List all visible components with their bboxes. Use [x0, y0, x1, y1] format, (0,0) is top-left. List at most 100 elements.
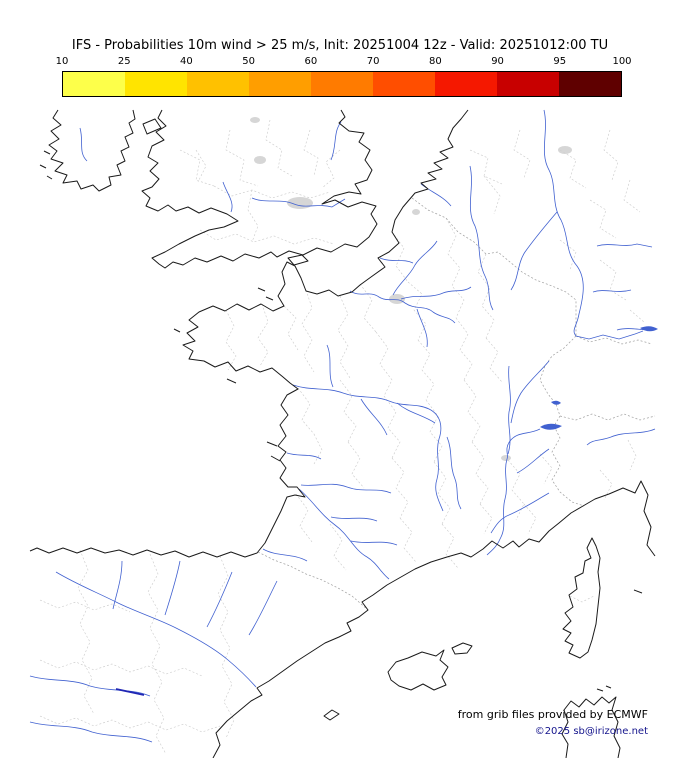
border-fr-be-de	[411, 197, 577, 336]
river-scheldt	[420, 183, 452, 207]
urban-lille	[412, 209, 420, 215]
urban-paris	[389, 294, 405, 304]
lake-constance	[640, 326, 658, 332]
colorbar-segment	[497, 72, 559, 96]
admin-borders-uk	[179, 119, 341, 245]
admin-borders	[39, 119, 645, 755]
page-title: IFS - Probabilities 10m wind > 25 m/s, I…	[71, 38, 609, 53]
river-reservoir-dark	[115, 688, 145, 696]
river-mayenne	[326, 344, 334, 388]
urban-areas	[250, 117, 572, 461]
urban-ruhr	[558, 146, 572, 154]
colorbar-tick: 90	[491, 56, 504, 67]
river-po	[586, 428, 656, 446]
lake-geneva	[540, 423, 562, 430]
colorbar-tick: 60	[304, 56, 318, 67]
river-garonne	[298, 488, 390, 580]
rivers	[29, 109, 656, 743]
coastline-mallorca	[387, 649, 449, 691]
border-fr-ch	[539, 335, 577, 427]
border-ch-at-it	[559, 335, 656, 421]
river-ireland	[79, 127, 88, 162]
colorbar-segment	[559, 72, 621, 96]
river-yonne	[416, 308, 428, 348]
colorbar: 10 25 40 50 60 70 80 90 95 100	[56, 56, 632, 98]
river-oise	[392, 240, 438, 296]
colorbar-segment	[249, 72, 311, 96]
country-borders	[257, 197, 656, 611]
river-severn	[222, 181, 233, 213]
border-fr-es	[257, 551, 369, 611]
coastline-ireland	[48, 109, 136, 192]
colorbar-tick: 25	[117, 56, 131, 67]
colorbar-segment	[187, 72, 249, 96]
colorbar-segment	[311, 72, 373, 96]
river-rhone	[486, 428, 541, 556]
coastline-britain	[141, 109, 378, 269]
coastline-ibiza	[323, 709, 340, 721]
coastlines	[29, 109, 656, 758]
lakes	[540, 326, 658, 430]
river-adour	[262, 548, 308, 562]
admin-borders-france	[225, 217, 553, 571]
river-ebro	[55, 571, 257, 688]
river-durance	[490, 492, 550, 534]
urban-birmingham	[254, 156, 266, 164]
river-lot	[330, 516, 378, 522]
river-cher	[396, 402, 436, 424]
attribution-ecmwf: from grib files provided by ECMWF	[457, 708, 648, 721]
lake-neuchatel	[551, 400, 561, 405]
river-rhine	[543, 109, 644, 340]
river-neckar	[592, 289, 632, 293]
coastline-isle-of-wight	[287, 254, 309, 266]
colorbar-tick: 95	[553, 56, 567, 67]
river-doubs	[510, 360, 550, 424]
river-somme	[379, 257, 414, 264]
river-meuse	[469, 165, 494, 311]
colorbar-ticks: 10 25 40 50 60 70 80 90 95 100	[56, 56, 632, 69]
river-dordogne	[300, 483, 392, 494]
coastline-sardinia-islets	[596, 685, 612, 692]
river-main	[596, 243, 653, 248]
colorbar-segment	[125, 72, 187, 96]
coastline-anglesey	[142, 118, 162, 135]
river-seine	[349, 290, 456, 324]
river-duero	[29, 675, 151, 697]
admin-borders-benelux-germany	[469, 129, 645, 323]
attribution-copyright: ©2025 sb@irizone.net	[534, 726, 648, 737]
coastline-sardinia	[561, 696, 621, 758]
river-great-ouse	[330, 121, 342, 161]
colorbar-gradient	[62, 71, 622, 97]
river-vienne	[360, 398, 388, 436]
colorbar-tick: 40	[180, 56, 193, 67]
river-isere	[516, 448, 550, 474]
colorbar-segment	[373, 72, 435, 96]
colorbar-tick: 50	[242, 56, 256, 67]
coastline-small-islands	[173, 287, 643, 594]
urban-lyon	[501, 455, 511, 461]
river-loire	[292, 384, 444, 512]
colorbar-tick: 80	[428, 56, 442, 67]
river-tarn	[350, 540, 398, 546]
coastline-menorca	[451, 642, 473, 655]
river-marne	[400, 286, 472, 300]
river-jucar	[29, 721, 153, 743]
admin-borders-spain	[39, 549, 235, 755]
colorbar-segment	[63, 72, 125, 96]
colorbar-segment	[435, 72, 497, 96]
river-ebro-tributaries	[112, 560, 278, 636]
coastline-mediterranean	[212, 480, 656, 758]
river-thames	[251, 197, 346, 208]
admin-borders-italy-corsica	[569, 439, 637, 603]
urban-manchester	[250, 117, 260, 123]
colorbar-tick: 10	[55, 56, 69, 67]
coastline-corsica	[562, 537, 601, 659]
coastline-irish-islets	[39, 150, 53, 180]
colorbar-tick: 70	[366, 56, 380, 67]
river-allier	[446, 436, 462, 510]
border-fr-it	[551, 425, 585, 507]
river-moselle	[510, 211, 558, 291]
